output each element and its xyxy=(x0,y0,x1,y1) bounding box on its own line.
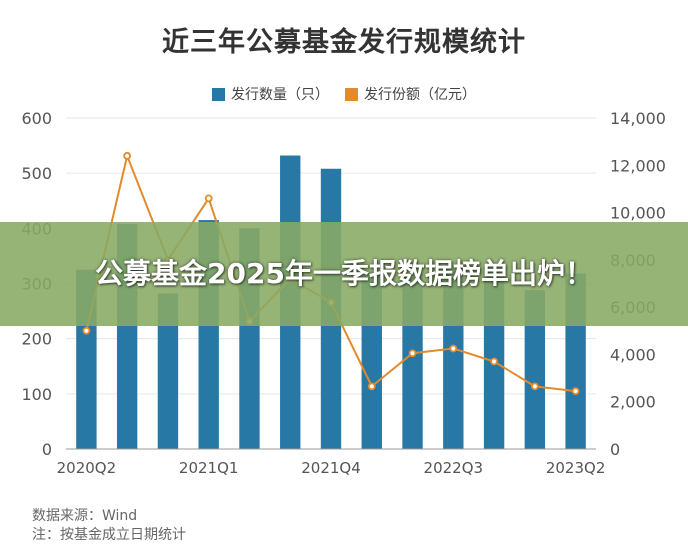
x-tick-label: 2023Q2 xyxy=(546,459,606,477)
y-right-tick-label: 2,000 xyxy=(610,393,656,412)
legend-item-count[interactable]: 发行数量（只） xyxy=(212,84,329,104)
y-right-tick-label: 14,000 xyxy=(610,109,666,128)
y-left-tick-label: 0 xyxy=(42,440,52,459)
legend-item-share[interactable]: 发行份额（亿元） xyxy=(345,84,476,104)
x-tick-label: 2022Q3 xyxy=(424,459,484,477)
footnote: 注：按基金成立日期统计 xyxy=(32,527,186,543)
y-left-tick-label: 200 xyxy=(21,330,52,349)
y-right-tick-label: 0 xyxy=(610,440,620,459)
line-point xyxy=(408,349,417,358)
legend-swatch-line xyxy=(345,87,358,101)
y-left-tick-label: 600 xyxy=(21,109,52,128)
line-point xyxy=(367,382,376,391)
line-point xyxy=(204,194,213,203)
legend-label-share: 发行份额（亿元） xyxy=(364,87,476,103)
y-right-tick-label: 10,000 xyxy=(610,204,666,223)
y-right-tick-label: 4,000 xyxy=(610,345,656,364)
line-point xyxy=(571,387,580,395)
overlay-banner: 公募基金2025年一季报数据榜单出炉！ xyxy=(0,222,688,326)
legend-swatch-bar xyxy=(212,87,225,101)
chart-title: 近三年公募基金发行规模统计 xyxy=(162,27,526,58)
y-left-tick-label: 100 xyxy=(21,385,52,404)
y-left-tick-label: 500 xyxy=(21,164,52,183)
bar xyxy=(524,290,546,449)
line-point xyxy=(530,382,539,391)
line-point xyxy=(490,357,498,366)
x-tick-label: 2021Q1 xyxy=(179,459,239,477)
line-point xyxy=(123,151,132,160)
line-point xyxy=(449,344,458,353)
source-note: 数据来源：Wind xyxy=(32,508,138,524)
y-right-tick-label: 12,000 xyxy=(610,156,666,175)
x-tick-label: 2021Q4 xyxy=(301,459,361,477)
banner-text: 公募基金2025年一季报数据榜单出炉！ xyxy=(95,257,593,290)
bar xyxy=(157,293,179,449)
legend-label-count: 发行数量（只） xyxy=(231,87,329,103)
legend: 发行数量（只） 发行份额（亿元） xyxy=(0,84,688,104)
line-point xyxy=(82,326,91,335)
x-tick-label: 2020Q2 xyxy=(57,459,117,477)
